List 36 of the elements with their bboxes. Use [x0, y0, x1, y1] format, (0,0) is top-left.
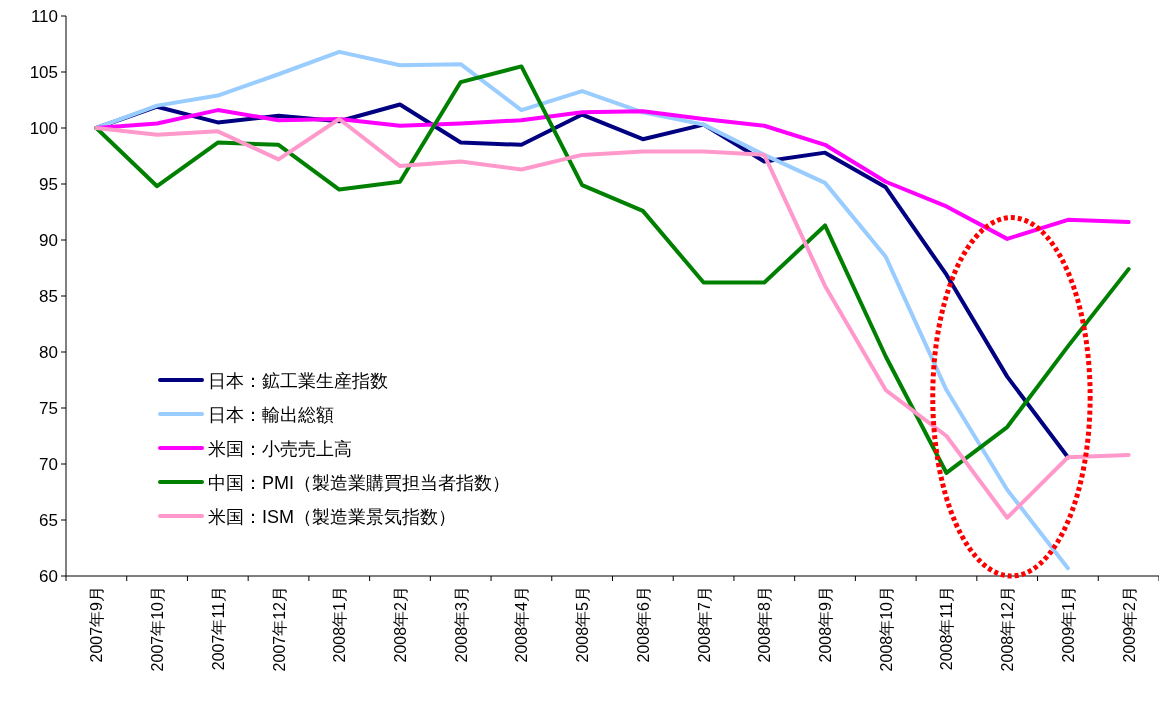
- x-tick-label: 2007年12月: [270, 586, 288, 672]
- y-tick-label: 85: [39, 287, 58, 306]
- x-tick-label: 2009年1月: [1059, 586, 1077, 663]
- legend-label: 日本：鉱工業生産指数: [208, 371, 388, 391]
- y-tick-label: 65: [39, 511, 58, 530]
- x-tick-label: 2008年5月: [574, 586, 592, 663]
- y-tick-label: 110: [30, 7, 58, 26]
- y-tick-label: 100: [29, 119, 58, 138]
- legend-label: 米国：ISM（製造業景気指数）: [208, 507, 457, 527]
- y-tick-label: 75: [39, 399, 58, 418]
- y-tick-label: 60: [39, 567, 58, 586]
- x-tick-label: 2008年9月: [817, 586, 835, 663]
- y-tick-label: 90: [39, 231, 58, 250]
- legend-label: 中国：PMI（製造業購買担当者指数）: [208, 473, 511, 493]
- line-series: [94, 49, 1070, 571]
- x-tick-label: 2009年2月: [1120, 586, 1138, 663]
- x-tick-label: 2008年3月: [452, 586, 470, 663]
- line-series: [94, 64, 1131, 475]
- x-tick-label: 2007年10月: [149, 586, 167, 672]
- y-tick-label: 105: [29, 63, 58, 82]
- x-tick-label: 2008年8月: [756, 586, 774, 663]
- x-tick-label: 2007年11月: [209, 586, 227, 671]
- y-tick-label: 70: [39, 455, 58, 474]
- x-tick-label: 2008年4月: [513, 586, 531, 663]
- x-tick-label: 2008年10月: [877, 586, 895, 672]
- x-tick-label: 2008年2月: [391, 586, 409, 663]
- x-tick-label: 2007年9月: [88, 586, 106, 663]
- y-tick-label: 80: [39, 343, 58, 362]
- x-tick-label: 2008年1月: [331, 586, 349, 663]
- x-tick-label: 2008年6月: [634, 586, 652, 663]
- x-tick-label: 2008年7月: [695, 586, 713, 663]
- legend-label: 日本：輸出総額: [208, 405, 334, 425]
- y-tick-label: 95: [39, 175, 58, 194]
- x-tick-label: 2008年12月: [999, 586, 1017, 672]
- x-tick-label: 2008年11月: [938, 586, 956, 671]
- legend-label: 米国：小売売上高: [208, 439, 352, 459]
